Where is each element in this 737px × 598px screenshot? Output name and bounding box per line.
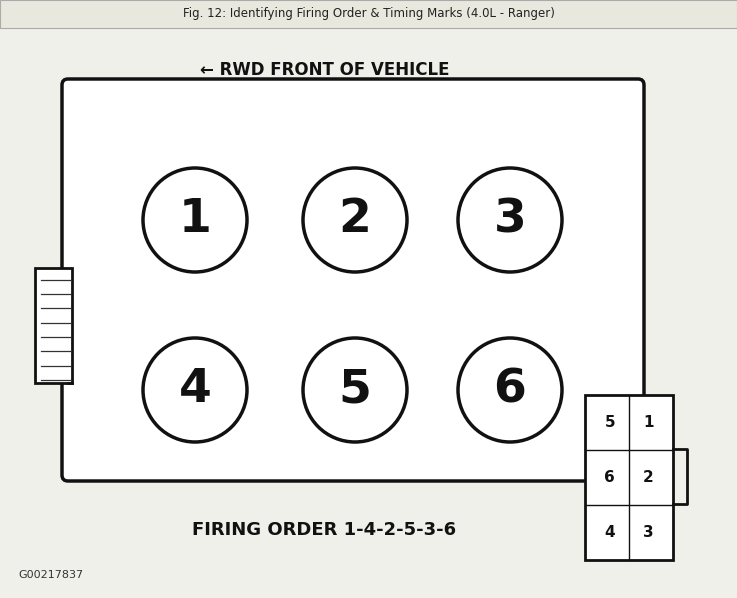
Text: 5: 5 (338, 368, 371, 413)
FancyBboxPatch shape (62, 79, 644, 481)
Bar (0, 0, 737, 28)
Text: 6: 6 (604, 470, 615, 485)
Text: 5: 5 (604, 415, 615, 430)
Text: FIRING ORDER 1-4-2-5-3-6: FIRING ORDER 1-4-2-5-3-6 (192, 521, 456, 539)
Bar (35, 268, 72, 383)
Text: ← RWD FRONT OF VEHICLE: ← RWD FRONT OF VEHICLE (200, 61, 449, 79)
Text: 2: 2 (643, 470, 654, 485)
Bar (585, 395, 673, 560)
Text: 2: 2 (338, 197, 371, 243)
Text: 1: 1 (643, 415, 654, 430)
Text: 4: 4 (604, 525, 615, 540)
Text: G00217837: G00217837 (18, 570, 83, 580)
Text: 4: 4 (178, 368, 212, 413)
Text: 1: 1 (178, 197, 212, 243)
Text: 6: 6 (494, 368, 526, 413)
Text: 3: 3 (643, 525, 654, 540)
Text: 3: 3 (494, 197, 526, 243)
Text: Fig. 12: Identifying Firing Order & Timing Marks (4.0L - Ranger): Fig. 12: Identifying Firing Order & Timi… (183, 8, 554, 20)
